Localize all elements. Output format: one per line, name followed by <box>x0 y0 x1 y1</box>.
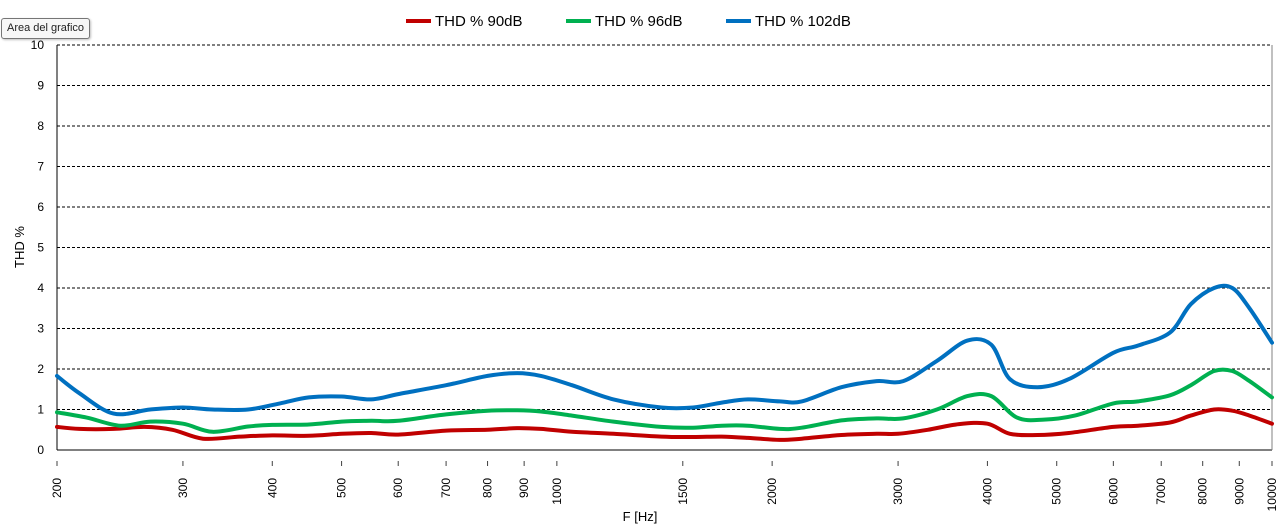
x-tick-label: 10000 <box>1265 478 1279 512</box>
x-tick-label: 700 <box>439 478 453 498</box>
y-tick-label: 6 <box>37 200 44 214</box>
y-tick-label: 5 <box>37 241 44 255</box>
legend-label-0: THD % 90dB <box>435 13 523 30</box>
y-tick-label: 2 <box>37 362 44 376</box>
y-tick-label: 4 <box>37 281 44 295</box>
x-tick-label: 300 <box>176 478 190 498</box>
x-tick-label: 600 <box>391 478 405 498</box>
x-tick-label: 8000 <box>1196 478 1210 505</box>
x-tick-label: 9000 <box>1232 478 1246 505</box>
series-layer <box>55 283 1274 442</box>
x-tick-label: 6000 <box>1106 478 1120 505</box>
series-line-2 <box>55 283 1274 417</box>
legend: THD % 90dB THD % 96dB THD % 102dB <box>406 13 851 30</box>
y-tick-label: 8 <box>37 119 44 133</box>
x-tick-label: 3000 <box>891 478 905 505</box>
legend-label-1: THD % 96dB <box>595 13 683 30</box>
x-tick-label: 7000 <box>1154 478 1168 505</box>
x-tick-label: 1500 <box>676 478 690 505</box>
y-tick-label: 0 <box>37 443 44 457</box>
y-tick-label: 1 <box>37 403 44 417</box>
series-line-0 <box>55 407 1274 442</box>
x-tick-label: 5000 <box>1050 478 1064 505</box>
x-tick-label: 4000 <box>980 478 994 505</box>
tick-labels: 0 1 2 3 4 5 6 7 8 9 10 200 300 400 500 600 700 800 900 1000… <box>31 38 1279 511</box>
gridlines <box>57 44 1272 410</box>
x-tick-label: 2000 <box>765 478 779 505</box>
y-tick-label: 10 <box>31 38 45 52</box>
series-line-1 <box>55 367 1274 434</box>
x-tick-label: 400 <box>265 478 279 498</box>
chart-area-tooltip: Area del grafico <box>1 18 91 39</box>
x-tick-label: 500 <box>335 478 349 498</box>
y-tick-label: 9 <box>37 79 44 93</box>
x-axis-title: F [Hz] <box>623 509 658 524</box>
x-tick-label: 800 <box>481 478 495 498</box>
x-tick-label: 1000 <box>550 478 564 505</box>
axes <box>56 45 1273 451</box>
x-tick-label: 200 <box>50 478 64 498</box>
legend-label-2: THD % 102dB <box>755 13 851 30</box>
y-tick-label: 7 <box>37 160 44 174</box>
y-tick-label: 3 <box>37 322 44 336</box>
y-axis-title: THD % <box>12 226 27 268</box>
x-tick-label: 900 <box>517 478 531 498</box>
